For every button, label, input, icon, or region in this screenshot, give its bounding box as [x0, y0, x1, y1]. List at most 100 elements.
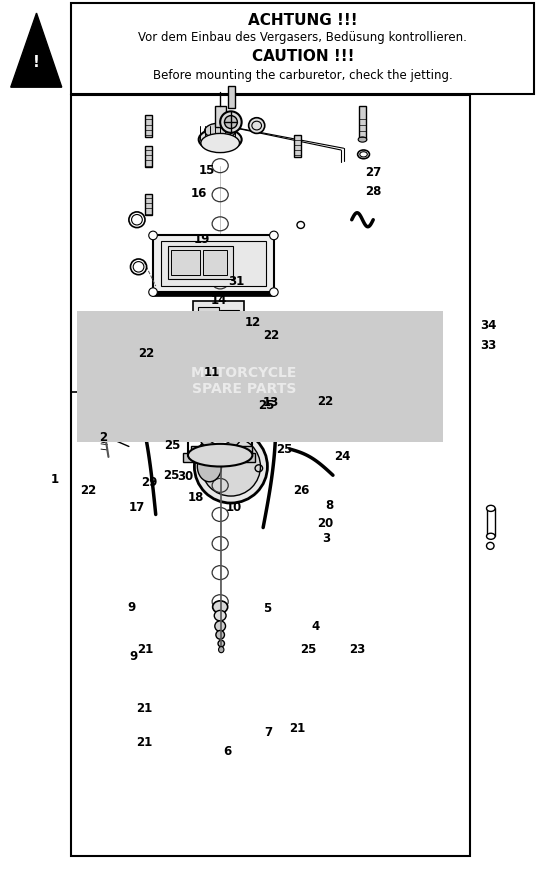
Text: ACHTUNG !!!: ACHTUNG !!!	[248, 12, 358, 28]
Ellipse shape	[205, 123, 236, 139]
Ellipse shape	[487, 506, 495, 511]
Text: 25: 25	[300, 644, 316, 656]
Ellipse shape	[188, 365, 193, 372]
Text: 22: 22	[263, 330, 279, 342]
Text: 1: 1	[51, 473, 59, 486]
Polygon shape	[11, 13, 62, 87]
Bar	[153, 235, 274, 292]
Bar	[191, 446, 252, 455]
Circle shape	[218, 640, 224, 647]
Text: 26: 26	[293, 485, 309, 497]
Ellipse shape	[199, 128, 242, 151]
Text: 22: 22	[317, 395, 333, 407]
Bar	[220, 310, 239, 340]
Bar	[161, 241, 266, 286]
Text: 16: 16	[191, 187, 207, 200]
Text: 4: 4	[311, 620, 320, 632]
Text: 30: 30	[177, 470, 193, 482]
Ellipse shape	[197, 452, 222, 481]
Text: MOTORCYCLE
SPARE PARTS: MOTORCYCLE SPARE PARTS	[191, 366, 297, 396]
Text: 3: 3	[322, 533, 330, 545]
Text: 2: 2	[99, 432, 107, 444]
Text: 21: 21	[137, 644, 153, 656]
Text: Vor dem Einbau des Vergasers, Bedüsung kontrollieren.: Vor dem Einbau des Vergasers, Bedüsung k…	[139, 31, 467, 44]
Circle shape	[224, 116, 237, 128]
Text: 33: 33	[481, 339, 497, 351]
Ellipse shape	[249, 118, 265, 133]
Text: 9: 9	[128, 602, 136, 614]
Bar	[145, 146, 152, 167]
Text: 25: 25	[277, 443, 293, 455]
Text: 9: 9	[129, 651, 137, 663]
Text: 22: 22	[81, 484, 97, 496]
Text: 24: 24	[334, 451, 350, 463]
Text: 29: 29	[141, 476, 157, 488]
Text: Before mounting the carburetor, check the jetting.: Before mounting the carburetor, check th…	[153, 70, 453, 82]
Text: 6: 6	[223, 746, 231, 758]
Text: 14: 14	[211, 295, 227, 307]
Bar	[71, 95, 470, 856]
Text: !: !	[33, 55, 40, 71]
Circle shape	[203, 410, 237, 445]
Bar	[145, 194, 152, 215]
Text: 22: 22	[139, 347, 155, 359]
Ellipse shape	[245, 392, 256, 401]
Ellipse shape	[213, 601, 228, 613]
Ellipse shape	[219, 647, 224, 652]
Text: 18: 18	[188, 491, 204, 503]
Bar	[294, 356, 301, 375]
Bar	[228, 86, 235, 108]
Ellipse shape	[358, 137, 367, 142]
Bar	[153, 292, 274, 296]
Bar	[203, 250, 227, 275]
Circle shape	[194, 430, 267, 503]
Circle shape	[149, 288, 157, 296]
Text: 25: 25	[164, 439, 180, 452]
Text: 20: 20	[317, 517, 333, 529]
Bar	[171, 250, 200, 275]
Circle shape	[220, 112, 242, 133]
Bar	[215, 106, 226, 127]
Text: 17: 17	[129, 501, 145, 514]
Text: 27: 27	[365, 167, 381, 179]
Text: 12: 12	[244, 317, 260, 329]
Text: 31: 31	[228, 276, 244, 288]
Text: 23: 23	[349, 644, 365, 656]
Bar	[198, 307, 219, 344]
Bar	[294, 135, 301, 157]
Text: 11: 11	[204, 366, 220, 378]
Text: 10: 10	[226, 501, 242, 514]
Bar	[71, 3, 534, 94]
Bar	[328, 353, 334, 372]
Ellipse shape	[201, 133, 240, 153]
Ellipse shape	[188, 444, 252, 467]
Ellipse shape	[487, 533, 495, 539]
Ellipse shape	[214, 610, 226, 621]
Text: 19: 19	[193, 234, 209, 246]
Circle shape	[196, 403, 244, 452]
Text: 25: 25	[258, 399, 274, 412]
Text: 5: 5	[263, 603, 271, 615]
Ellipse shape	[215, 621, 226, 631]
Bar	[193, 301, 244, 349]
Text: 8: 8	[325, 500, 333, 512]
Ellipse shape	[124, 354, 130, 359]
Bar	[183, 453, 255, 462]
Ellipse shape	[222, 344, 229, 353]
Ellipse shape	[100, 435, 107, 442]
Text: 21: 21	[136, 703, 152, 715]
Text: 34: 34	[481, 319, 497, 331]
Ellipse shape	[216, 630, 224, 639]
Circle shape	[149, 231, 157, 240]
Bar	[176, 375, 182, 394]
Text: 28: 28	[365, 186, 381, 198]
Ellipse shape	[188, 389, 252, 413]
Text: CAUTION !!!: CAUTION !!!	[252, 49, 354, 65]
Text: 21: 21	[289, 722, 305, 734]
Bar	[359, 106, 366, 140]
Circle shape	[270, 231, 278, 240]
Circle shape	[270, 288, 278, 296]
Bar	[77, 311, 443, 442]
Text: 15: 15	[199, 165, 215, 177]
Text: 13: 13	[263, 397, 279, 409]
